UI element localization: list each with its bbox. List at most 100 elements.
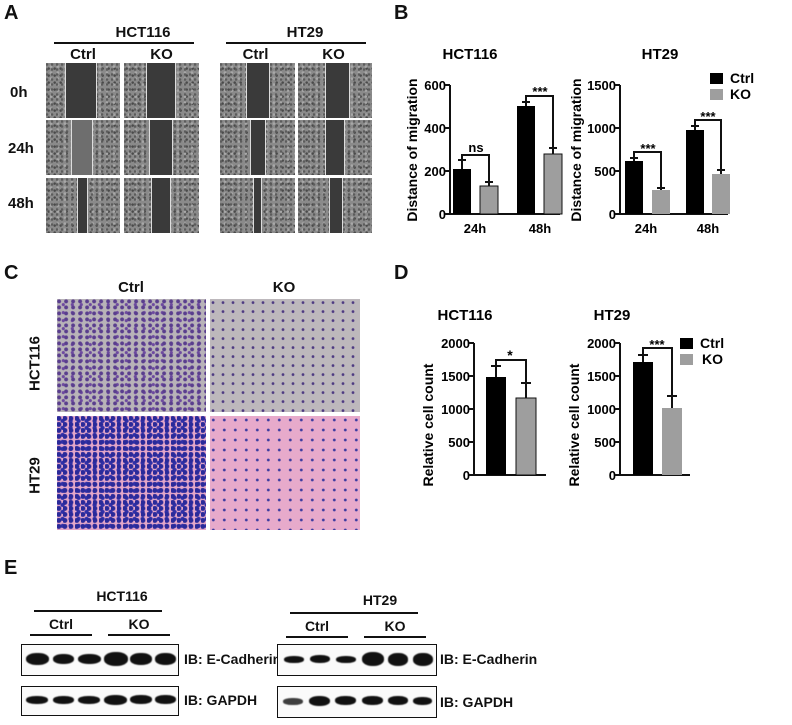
y-tick: 0 <box>439 207 446 222</box>
group-underline <box>34 610 162 612</box>
scratch-image <box>123 62 200 119</box>
legend-swatch-ko <box>710 89 723 100</box>
blot-strip-gapdh <box>277 686 437 718</box>
blot-row-label: IB: GAPDH <box>184 692 258 708</box>
row-label-0h: 0h <box>10 84 28 101</box>
row-label-48h: 48h <box>8 195 34 212</box>
y-axis-label: Relative cell count <box>420 363 436 486</box>
significance-label: ns <box>468 140 483 155</box>
y-tick: 400 <box>424 121 446 136</box>
blot-strip-gapdh <box>21 686 179 716</box>
blot-strip-ecadherin <box>277 644 437 676</box>
group-underline <box>364 636 426 638</box>
col-label-ctrl: Ctrl <box>242 46 269 63</box>
legend-label-ctrl: Ctrl <box>730 70 754 86</box>
scratch-image <box>123 119 200 176</box>
significance-label: * <box>507 347 513 363</box>
scratch-image <box>297 177 373 234</box>
y-tick: 500 <box>594 164 616 179</box>
y-axis-label: Distance of migration <box>568 78 584 221</box>
legend-label-ko: KO <box>730 86 751 102</box>
blot-group-ctrl: Ctrl <box>304 618 330 634</box>
col-label-ctrl: Ctrl <box>118 279 144 296</box>
chart-title: HT29 <box>642 46 679 63</box>
bar-chart-d-ht29: HT29 Relative cell count 2000 1500 1000 … <box>566 307 724 486</box>
y-tick: 0 <box>463 468 470 483</box>
row-label-ht29: HT29 <box>26 457 44 494</box>
group-underline <box>30 634 92 636</box>
bar-chart-b-hct116: HCT116 Distance of migration 600 400 200… <box>404 46 563 235</box>
y-tick: 0 <box>609 468 616 483</box>
y-tick: 2000 <box>441 336 470 351</box>
panel-letter-e: E <box>4 557 18 579</box>
panel-letter-d: D <box>394 262 409 284</box>
x-tick: 24h <box>635 221 657 235</box>
transwell-image <box>56 298 207 413</box>
blot-row-label: IB: GAPDH <box>440 694 514 710</box>
legend-label-ctrl: Ctrl <box>700 335 724 351</box>
legend-swatch-ko <box>680 354 693 365</box>
x-tick: 48h <box>697 221 719 235</box>
legend-swatch-ctrl <box>680 338 693 349</box>
group-underline <box>286 636 348 638</box>
scratch-image <box>123 177 200 234</box>
y-tick: 1500 <box>587 369 616 384</box>
chart-title: HCT116 <box>442 46 497 63</box>
y-tick: 600 <box>424 78 446 93</box>
chart-title: HT29 <box>594 307 631 324</box>
transwell-image <box>209 415 361 531</box>
group-label-hct116: HCT116 <box>115 24 171 41</box>
y-tick: 1000 <box>587 121 616 136</box>
group-underline <box>290 612 418 614</box>
y-tick: 1000 <box>587 402 616 417</box>
panel-letter-b: B <box>394 2 409 24</box>
scratch-image <box>219 62 296 119</box>
y-axis-label: Relative cell count <box>566 363 582 486</box>
scratch-image <box>45 119 121 176</box>
bar-chart-d-hct116: HCT116 Relative cell count 2000 1500 100… <box>420 307 546 486</box>
row-label-hct116: HCT116 <box>26 335 44 392</box>
blot-group-ko: KO <box>128 616 150 632</box>
group-underline <box>226 42 366 44</box>
y-tick: 1000 <box>441 402 470 417</box>
scratch-image <box>297 62 373 119</box>
scratch-image <box>45 177 121 234</box>
y-tick: 500 <box>448 435 470 450</box>
y-tick: 2000 <box>587 336 616 351</box>
scratch-image <box>219 119 296 176</box>
blot-row-label: IB: E-Cadherin <box>184 651 282 667</box>
legend-swatch-ctrl <box>710 73 723 84</box>
significance-label: *** <box>649 337 665 352</box>
group-underline <box>54 42 194 44</box>
significance-label: *** <box>700 109 716 124</box>
y-tick: 500 <box>594 435 616 450</box>
col-label-ctrl: Ctrl <box>70 46 96 63</box>
blot-group-ctrl: Ctrl <box>48 616 74 632</box>
blot-cell-line-label: HT29 <box>362 592 398 608</box>
y-tick: 1500 <box>587 78 616 93</box>
group-label-ht29: HT29 <box>286 24 324 41</box>
blot-cell-line-label: HCT116 <box>96 588 148 604</box>
y-axis-label: Distance of migration <box>404 78 420 221</box>
col-label-ko: KO <box>322 46 345 63</box>
chart-title: HCT116 <box>437 307 492 324</box>
y-tick: 200 <box>424 164 446 179</box>
scratch-image <box>219 177 296 234</box>
blot-strip-ecadherin <box>21 644 179 676</box>
blot-row-label: IB: E-Cadherin <box>440 651 538 667</box>
scratch-image <box>45 62 121 119</box>
group-underline <box>108 634 170 636</box>
x-tick: 24h <box>464 221 486 235</box>
panel-letter-c: C <box>4 262 19 284</box>
y-tick: 1500 <box>441 369 470 384</box>
transwell-image <box>56 415 207 531</box>
panel-letter-a: A <box>4 2 19 24</box>
y-tick: 0 <box>609 207 616 222</box>
legend-label-ko: KO <box>702 351 723 367</box>
col-label-ko: KO <box>150 46 173 63</box>
row-label-24h: 24h <box>8 140 34 157</box>
scratch-image <box>297 119 373 176</box>
significance-label: *** <box>532 84 548 99</box>
transwell-image <box>209 298 361 413</box>
